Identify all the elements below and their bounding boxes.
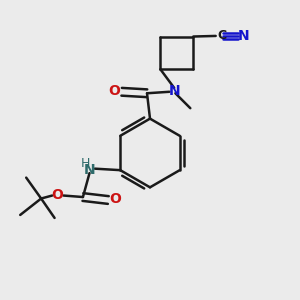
Text: N: N — [84, 163, 95, 177]
Text: N: N — [168, 84, 180, 98]
Text: O: O — [108, 84, 120, 98]
Text: O: O — [51, 188, 63, 202]
Text: N: N — [238, 29, 249, 43]
Text: O: O — [110, 192, 122, 206]
Text: C: C — [217, 29, 226, 42]
Text: H: H — [81, 157, 90, 170]
